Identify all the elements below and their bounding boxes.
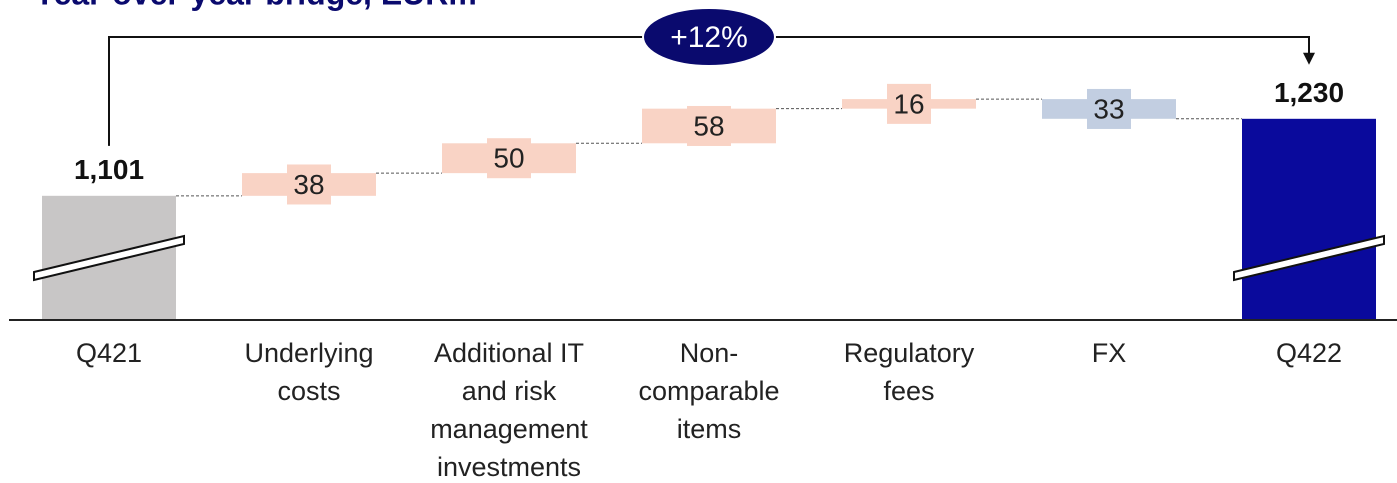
value-label: 1,230: [1274, 77, 1344, 108]
x-tick-label: FX: [1091, 338, 1127, 368]
arrow-head: [1303, 52, 1315, 65]
value-label: 1,101: [74, 154, 144, 185]
value-label: 58: [693, 110, 724, 141]
annotation: +12%: [670, 21, 748, 54]
annotation-badge: [642, 7, 776, 67]
x-tick-label: Additional IT and risk management invest…: [430, 338, 588, 482]
value-label: 50: [493, 143, 524, 174]
x-tick-label: Q421: [75, 338, 143, 368]
label-background: [287, 164, 331, 205]
label-background: [487, 138, 531, 179]
value-label: 16: [893, 88, 924, 119]
value-label: 38: [293, 169, 324, 200]
label-background: [687, 105, 731, 146]
axis-break: [33, 234, 185, 282]
x-tick-label: Underlying costs: [244, 338, 374, 406]
value-label: 33: [1093, 93, 1124, 124]
bar: [1242, 118, 1376, 320]
label-background: [887, 83, 931, 124]
x-tick-label: Non-comparable items: [638, 338, 780, 444]
x-tick-label: Q422: [1275, 338, 1343, 368]
axis-break: [1233, 234, 1385, 282]
chart-title: Year-over-year bridge, EURm: [34, 0, 477, 11]
label-background: [1087, 88, 1131, 129]
x-tick-label: Regulatory fees: [843, 338, 975, 406]
